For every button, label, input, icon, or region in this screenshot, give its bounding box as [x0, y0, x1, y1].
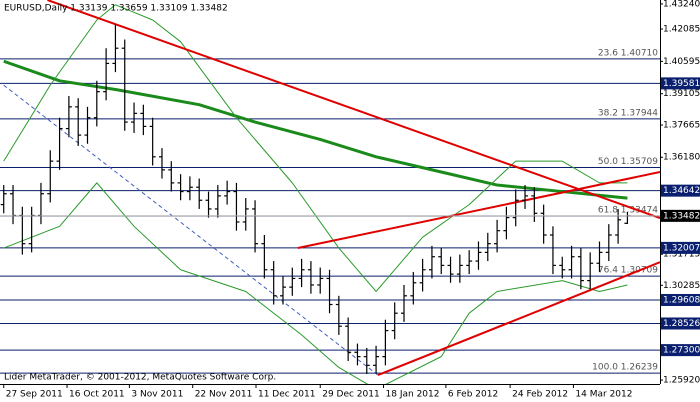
x-tick-label: 22 Nov 2011: [195, 390, 253, 400]
level-label: 1.34642: [663, 186, 700, 196]
x-tick-label: 24 Feb 2012: [512, 390, 568, 400]
level-label: 1.27300: [663, 346, 700, 356]
level-label-box: [661, 241, 700, 254]
footer: Lider MetaTrader, © 2001-2012, MetaQuote…: [4, 373, 276, 383]
level-label: 1.29608: [663, 295, 700, 305]
plot-area: 23.6 1.40710 38.2 1.37944 50.0 1.35709 61.8…: [0, 0, 660, 384]
trend-line: [297, 171, 660, 250]
trend-line: [47, 0, 660, 220]
level-label-box: [661, 184, 700, 197]
y-tick-label: 1.25920: [663, 376, 700, 386]
y-tick-label: 1.36180: [663, 153, 700, 163]
chart-title: EURUSD,Daily 1.33139 1.33659 1.33109 1.3…: [4, 4, 228, 14]
y-tick-label: 1.30285: [663, 281, 700, 291]
level-label-box: [661, 293, 700, 306]
fib-label: 100.0 1.26239: [592, 363, 658, 373]
x-tick-label: 27 Sep 2011: [6, 390, 63, 400]
level-label: 1.28526: [663, 319, 700, 329]
x-tick-label: 16 Oct 2011: [69, 390, 125, 400]
price-label: 1.33482: [663, 211, 700, 221]
trend-line: [377, 261, 660, 377]
fib-label: 23.6 1.40710: [598, 48, 658, 58]
price-box: [661, 209, 700, 222]
y-tick-label: 1.43240: [663, 0, 700, 9]
level-label-box: [661, 77, 700, 90]
fib-label: 76.4 1.30709: [598, 266, 658, 276]
level-label-box: [661, 317, 700, 330]
x-tick-label: 14 Mar 2012: [575, 390, 632, 400]
fib-label: 50.0 1.35709: [598, 157, 658, 167]
y-tick-label: 1.31715: [663, 250, 700, 260]
fib-label: 61.8 1.33474: [598, 206, 658, 216]
y-tick-label: 1.37665: [663, 120, 700, 130]
indicator-line: [3, 182, 628, 384]
x-tick-label: 3 Nov 2011: [131, 390, 183, 400]
x-tick-label: 29 Dec 2011: [322, 390, 380, 400]
y-tick-label: 1.42085: [663, 24, 700, 34]
x-tick-label: 18 Jan 2012: [386, 390, 440, 400]
level-label: 1.32007: [663, 243, 700, 253]
y-tick-label: 1.39105: [663, 89, 700, 99]
level-label: 1.39581: [663, 79, 700, 89]
level-label-box: [661, 344, 700, 357]
x-tick-label: 6 Feb 2012: [448, 390, 498, 400]
fib-label: 38.2 1.37944: [598, 108, 658, 118]
trend-line: [3, 84, 379, 376]
y-tick-label: 1.40595: [663, 57, 700, 67]
x-tick-label: 11 Dec 2011: [258, 390, 316, 400]
